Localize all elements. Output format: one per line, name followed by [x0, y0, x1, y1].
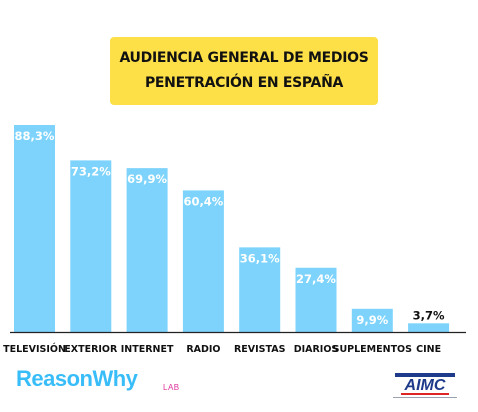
x-tick-label: TELEVISIÓN: [3, 343, 66, 355]
aimc-logo-text: AIMC: [404, 377, 446, 394]
chart-title-box: AUDIENCIA GENERAL DE MEDIOS PENETRACIÓN …: [110, 37, 378, 105]
aimc-logo-tagline-1: [393, 397, 457, 398]
chart-title-line2: PENETRACIÓN EN ESPAÑA: [144, 75, 344, 91]
x-tick-label: CINE: [416, 344, 441, 355]
aimc-logo-bar: [395, 373, 455, 377]
bar-diarios: [295, 267, 337, 332]
bar-televisión: [14, 125, 55, 332]
data-label: 27,4%: [296, 272, 336, 286]
data-label: 88,3%: [15, 129, 55, 143]
aimc-logo-stripe: [401, 393, 449, 395]
chart-title-line1: AUDIENCIA GENERAL DE MEDIOS: [119, 50, 369, 66]
bar-suplementos: [351, 308, 393, 332]
bar-radio: [182, 190, 224, 332]
data-label: 60,4%: [183, 194, 223, 208]
data-label: 9,9%: [356, 313, 388, 327]
bar-exterior: [70, 160, 112, 332]
data-label: 69,9%: [127, 172, 167, 186]
x-tick-label: RADIO: [186, 344, 220, 355]
reasonwhy-lab-label: LAB: [163, 383, 180, 392]
bar-cine: [408, 323, 450, 332]
aimc-logo: AIMC: [393, 373, 457, 398]
data-label: 3,7%: [413, 308, 445, 322]
data-label: 73,2%: [71, 164, 111, 178]
x-tick-label: INTERNET: [121, 344, 174, 355]
bar-revistas: [239, 247, 281, 332]
x-tick-label: REVISTAS: [234, 344, 286, 355]
bar-internet: [126, 168, 168, 332]
x-tick-label: SUPLEMENTOS: [333, 344, 413, 355]
reasonwhy-logo: ReasonWhy: [16, 366, 138, 391]
x-tick-label: EXTERIOR: [64, 344, 118, 355]
data-label: 36,1%: [240, 251, 280, 265]
x-tick-label: DIARIOS: [294, 344, 339, 355]
